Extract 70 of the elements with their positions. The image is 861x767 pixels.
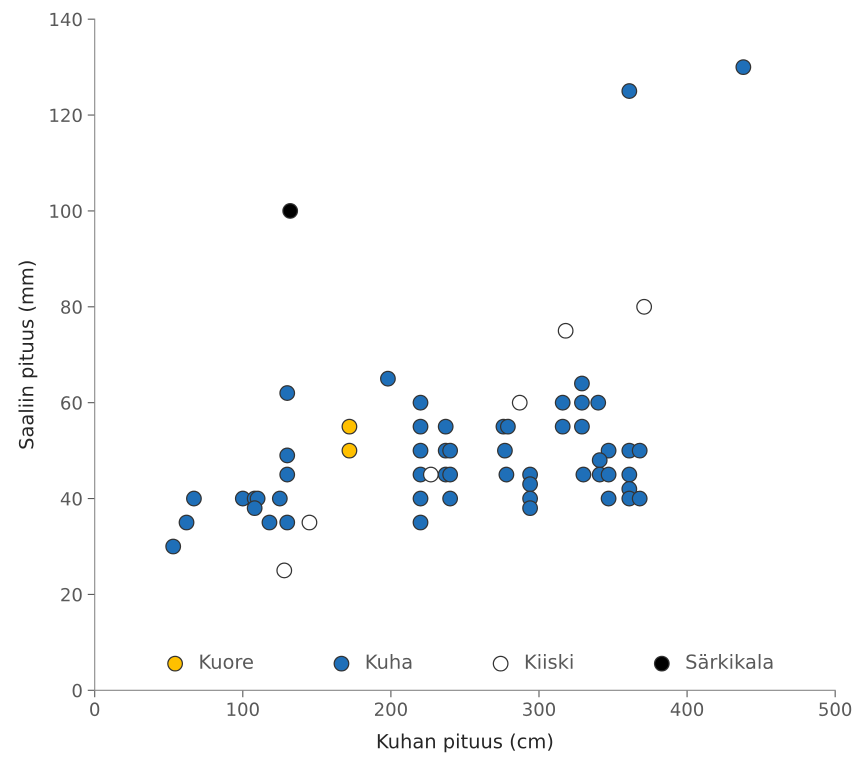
x-tick-label: 0 [90,702,100,716]
x-tick-label: 200 [374,702,407,716]
y-tick-label: 40 [60,492,82,506]
x-tick-label: 100 [228,702,259,716]
point [279,466,296,482]
point [500,418,516,435]
point [178,514,194,530]
point [262,514,278,530]
point [165,538,182,554]
point [522,476,538,492]
y-tick-label: 140 [50,12,82,26]
point [574,376,590,392]
point [412,394,428,411]
point [302,514,318,530]
point [576,466,592,482]
point [554,418,571,435]
point [279,514,296,530]
point [735,59,752,76]
point [246,500,263,516]
x-tick-label: 400 [670,702,704,716]
point [592,452,608,468]
point [600,490,616,506]
legend-label: Särkikala [686,654,772,670]
x-axis-title: Kuhan pituus (cm) [378,733,552,752]
point [422,466,439,482]
point [279,385,296,401]
point [380,370,396,387]
point [554,394,571,411]
point [632,490,648,506]
y-tick-label: 120 [50,108,82,122]
point [497,442,513,459]
point [600,442,616,459]
point [512,394,528,411]
point [590,394,606,411]
y-tick-label: 100 [50,204,82,218]
point [574,418,590,435]
point [279,447,296,464]
point [574,394,590,411]
y-tick-label: 80 [61,300,82,314]
point [272,490,288,506]
point [600,466,616,482]
y-tick-label: 20 [61,588,82,602]
y-axis-title: Saaliin pituus (mm) [18,261,38,449]
point [442,442,458,459]
x-tick-label: 300 [523,702,556,716]
point [412,442,428,459]
point [621,466,638,482]
point [412,514,428,530]
legend-label: Kiiski [526,654,572,670]
point [282,203,298,219]
point [342,418,358,435]
point [412,490,428,506]
point [442,490,458,506]
y-tick-label: 0 [72,684,82,698]
point [522,500,538,516]
point [442,466,458,482]
point [498,466,514,482]
legend-label: Kuha [366,654,412,670]
point [412,418,428,435]
point [438,418,454,435]
x-tick-label: 500 [819,702,852,716]
point [621,83,638,99]
legend-label: Kuore [200,654,253,670]
point [342,442,358,459]
point [636,298,652,315]
y-tick-label: 60 [61,396,82,410]
point [186,490,202,506]
point [558,322,574,339]
point [276,562,292,578]
point [632,442,648,459]
